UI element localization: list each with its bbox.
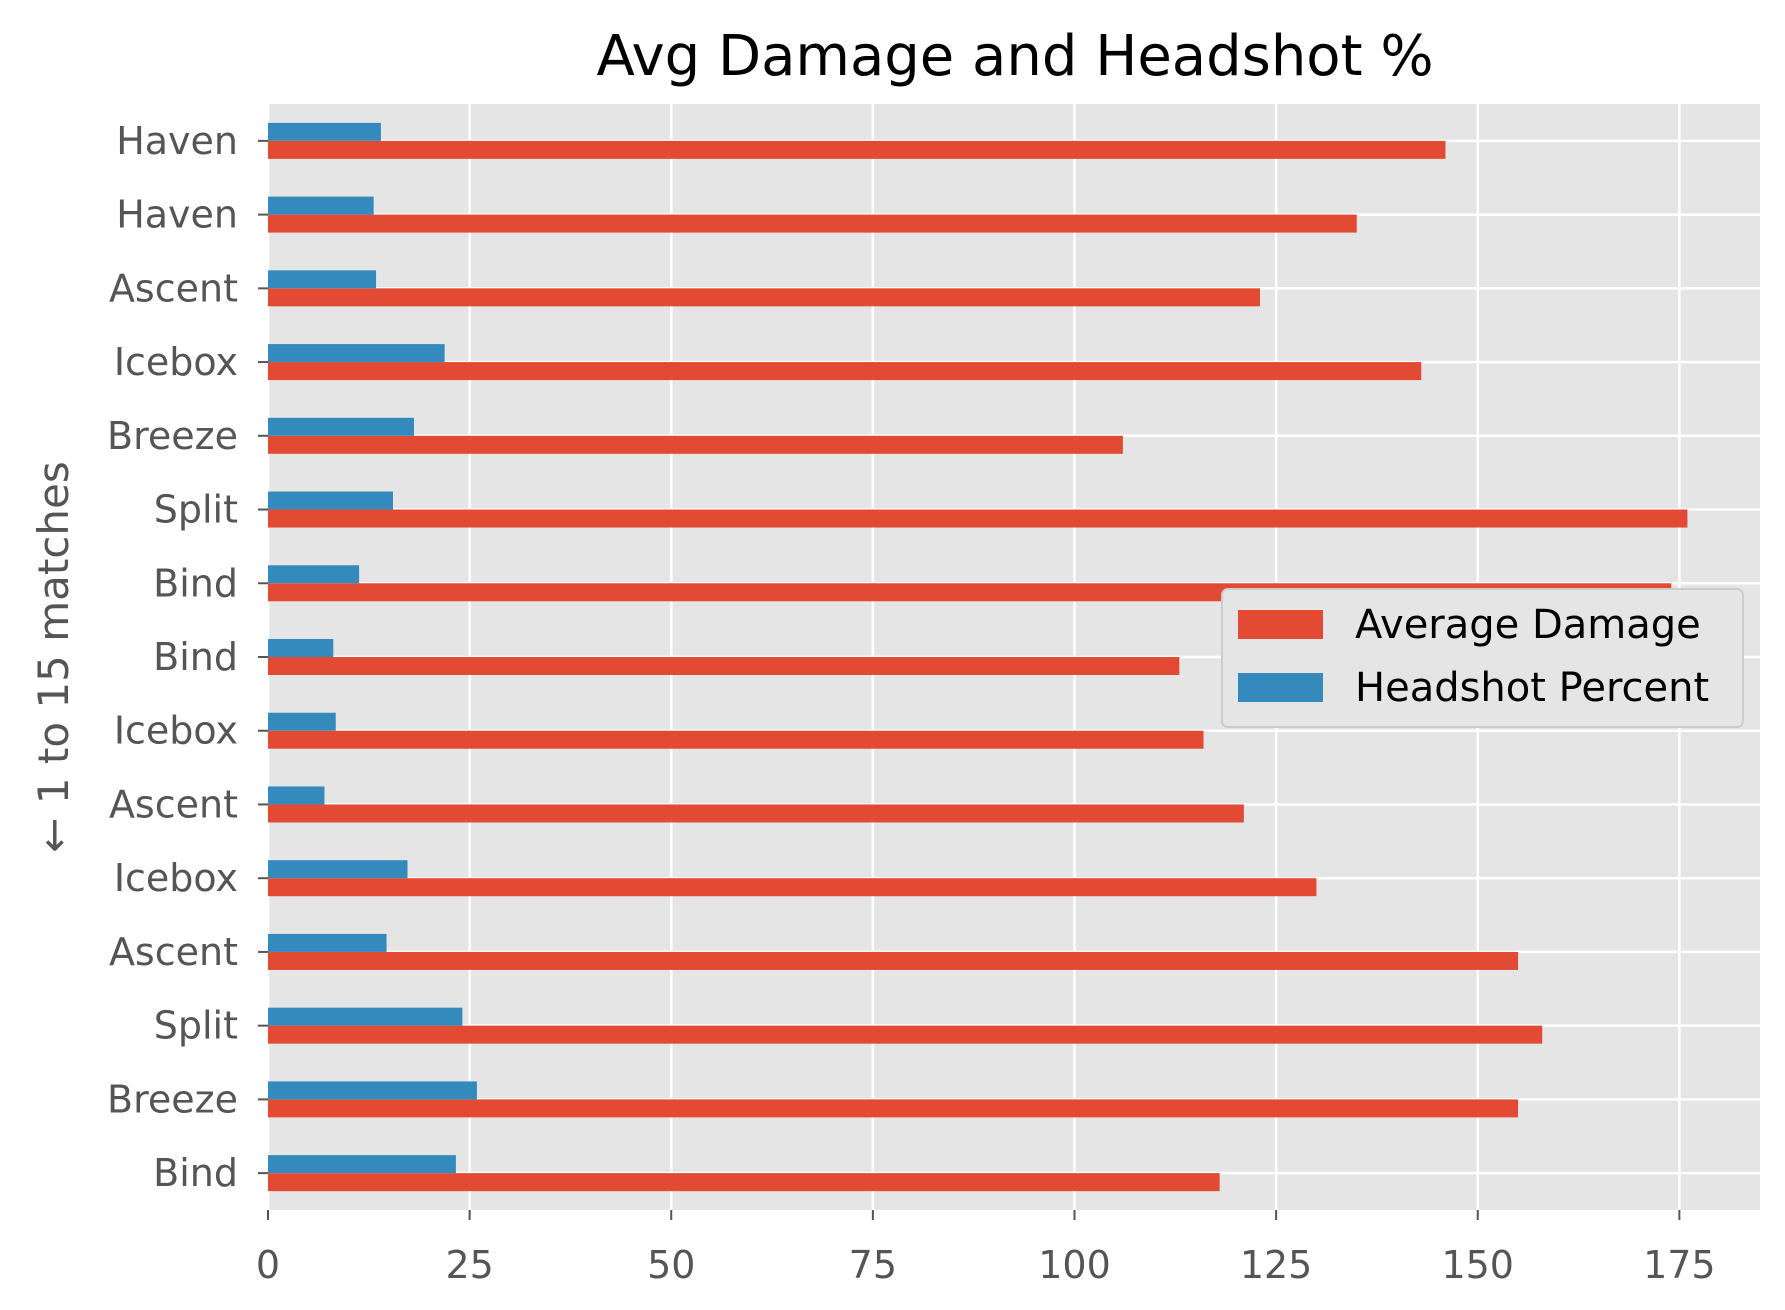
bar-headshot-percent [268, 197, 374, 215]
y-tick-label: Icebox [114, 340, 238, 384]
legend-swatch-average-damage [1238, 610, 1323, 639]
y-tick-label: Split [154, 488, 238, 532]
bar-average-damage [268, 215, 1357, 233]
legend-swatch-headshot-percent [1238, 673, 1323, 702]
x-tick-label: 175 [1643, 1243, 1716, 1287]
bar-headshot-percent [268, 1081, 477, 1099]
bar-headshot-percent [268, 565, 359, 583]
x-tick-label: 25 [445, 1243, 493, 1287]
y-tick-label: Icebox [114, 856, 238, 900]
bar-headshot-percent [268, 1008, 462, 1026]
bar-average-damage [268, 1173, 1220, 1191]
bar-headshot-percent [268, 418, 414, 436]
bar-headshot-percent [268, 860, 408, 878]
bar-headshot-percent [268, 492, 393, 510]
bar-average-damage [268, 804, 1244, 822]
y-tick-label: Split [154, 1004, 238, 1048]
y-tick-label: Ascent [109, 930, 238, 974]
y-tick-label: Breeze [107, 414, 238, 458]
bar-average-damage [268, 731, 1204, 749]
bar-headshot-percent [268, 934, 387, 952]
y-tick-label: Icebox [114, 709, 238, 753]
legend-label-headshot-percent: Headshot Percent [1355, 665, 1709, 711]
chart-title: Avg Damage and Headshot % [596, 24, 1433, 89]
x-tick-label: 125 [1240, 1243, 1313, 1287]
legend-label-average-damage: Average Damage [1355, 602, 1701, 648]
x-tick-label: 75 [849, 1243, 897, 1287]
bar-headshot-percent [268, 786, 324, 804]
bar-headshot-percent [268, 1155, 456, 1173]
bar-average-damage [268, 288, 1260, 306]
bar-average-damage [268, 1026, 1542, 1044]
bar-average-damage [268, 878, 1316, 896]
y-tick-label: Ascent [109, 782, 238, 826]
bar-average-damage [268, 362, 1421, 380]
y-tick-label: Bind [153, 635, 238, 679]
x-axis-ticks: 0 25 50 75 100 125 150 175 [256, 1210, 1716, 1287]
bar-average-damage [268, 510, 1687, 528]
y-tick-label: Haven [116, 119, 238, 163]
bar-headshot-percent [268, 344, 445, 362]
bar-average-damage [268, 657, 1179, 675]
bar-headshot-percent [268, 270, 376, 288]
bar-average-damage [268, 141, 1445, 159]
bar-headshot-percent [268, 713, 336, 731]
bar-average-damage [268, 436, 1123, 454]
x-tick-label: 100 [1038, 1243, 1111, 1287]
x-tick-label: 150 [1441, 1243, 1514, 1287]
bar-average-damage [268, 952, 1518, 970]
y-tick-label: Bind [153, 561, 238, 605]
bar-headshot-percent [268, 123, 381, 141]
x-tick-label: 0 [256, 1243, 280, 1287]
y-axis-title: ← 1 to 15 matches [29, 461, 78, 852]
bar-headshot-percent [268, 639, 333, 657]
y-axis-ticks: Bind Breeze Split Ascent Icebox Ascent Icebox B… [107, 119, 268, 1195]
legend: Average Damage Headshot Percent [1222, 589, 1743, 727]
y-tick-label: Haven [116, 193, 238, 237]
y-tick-label: Bind [153, 1151, 238, 1195]
bar-average-damage [268, 1099, 1518, 1117]
y-tick-label: Ascent [109, 266, 238, 310]
x-tick-label: 50 [647, 1243, 695, 1287]
y-tick-label: Breeze [107, 1077, 238, 1121]
